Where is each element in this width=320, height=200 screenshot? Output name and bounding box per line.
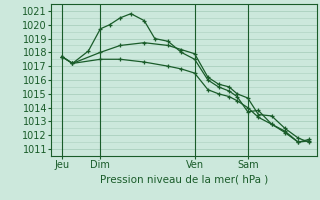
- X-axis label: Pression niveau de la mer( hPa ): Pression niveau de la mer( hPa ): [100, 174, 268, 184]
